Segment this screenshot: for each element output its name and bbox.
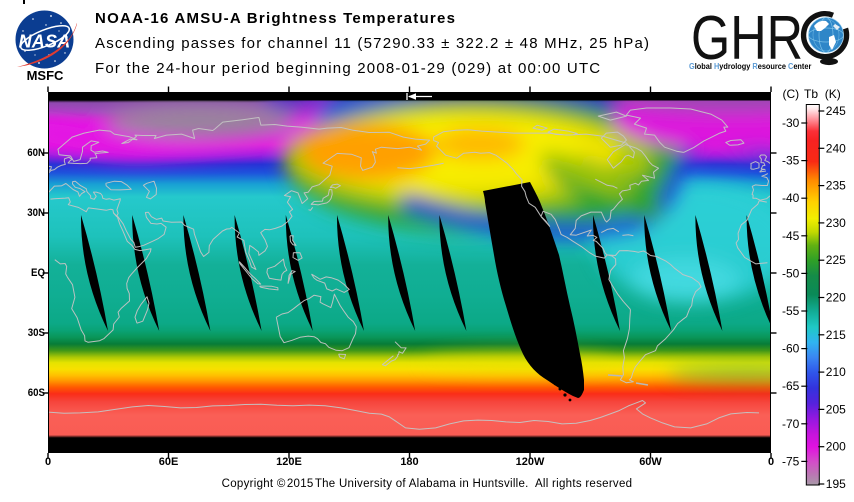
svg-text:-35: -35: [782, 154, 800, 168]
svg-text:-60: -60: [782, 342, 800, 356]
svg-text:-45: -45: [782, 229, 800, 243]
svg-text:200: 200: [826, 440, 846, 454]
svg-text:-50: -50: [782, 266, 800, 280]
svg-text:235: 235: [826, 179, 846, 193]
svg-text:215: 215: [826, 328, 846, 342]
svg-text:-30: -30: [782, 116, 800, 130]
svg-text:-40: -40: [782, 191, 800, 205]
svg-text:230: 230: [826, 216, 846, 230]
svg-text:210: 210: [826, 365, 846, 379]
svg-text:205: 205: [826, 402, 846, 416]
svg-text:225: 225: [826, 253, 846, 267]
svg-text:240: 240: [826, 141, 846, 155]
svg-text:195: 195: [826, 477, 846, 491]
svg-text:245: 245: [826, 104, 846, 118]
svg-text:NASA: NASA: [19, 32, 71, 52]
svg-text:(C): (C): [782, 87, 799, 101]
svg-text:Tb: Tb: [804, 87, 818, 101]
svg-text:-70: -70: [782, 417, 800, 431]
svg-text:-75: -75: [782, 454, 800, 468]
svg-text:-55: -55: [782, 304, 800, 318]
svg-text:220: 220: [826, 291, 846, 305]
svg-text:GHR: GHR: [691, 4, 803, 73]
svg-text:(K): (K): [825, 87, 841, 101]
svg-text:-65: -65: [782, 379, 800, 393]
